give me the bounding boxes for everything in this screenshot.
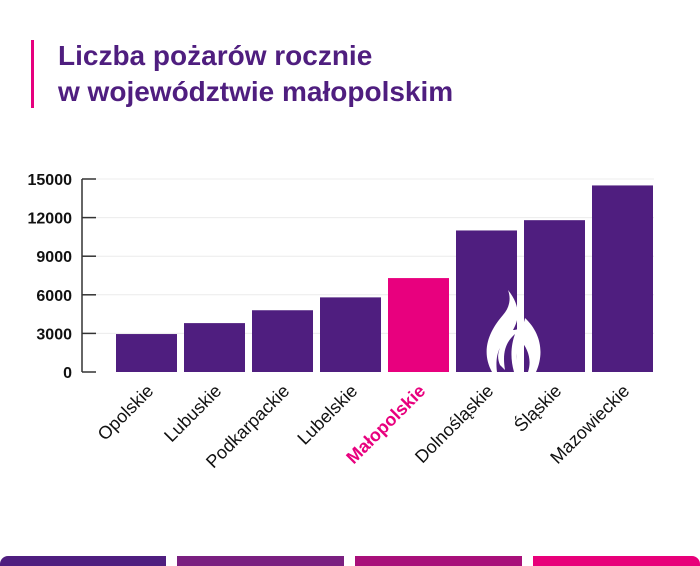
- bar-lubuskie: [184, 323, 245, 372]
- x-tick-label: Opolskie: [94, 381, 158, 445]
- y-tick-label: 15000: [28, 172, 73, 189]
- bar-mazowieckie: [592, 185, 653, 372]
- x-tick-label: Lubelskie: [293, 381, 361, 449]
- footer-stripe-3: [355, 556, 522, 566]
- bar-dolnośląskie: [456, 230, 517, 372]
- title-line-1: Liczba pożarów rocznie: [58, 40, 373, 71]
- chart-title: Liczba pożarów rocznie w województwie ma…: [58, 38, 453, 110]
- flame-icon: [486, 290, 541, 372]
- y-tick-label: 3000: [36, 326, 72, 343]
- footer-stripe-1: [0, 556, 166, 566]
- x-tick-label: Śląskie: [509, 380, 565, 436]
- footer-stripe-4: [533, 556, 700, 566]
- y-tick-label: 0: [63, 365, 72, 382]
- bar-małopolskie: [388, 278, 449, 372]
- title-line-2: w województwie małopolskim: [58, 76, 454, 107]
- bar-lubelskie: [320, 297, 381, 372]
- bar-opolskie: [116, 334, 177, 372]
- y-tick-label: 9000: [36, 249, 72, 266]
- bar-podkarpackie: [252, 310, 313, 372]
- footer-stripe-2: [177, 556, 344, 566]
- title-accent-bar: [31, 40, 34, 108]
- x-tick-label: Lubuskie: [160, 381, 225, 446]
- y-tick-label: 6000: [36, 288, 72, 305]
- y-tick-label: 12000: [28, 211, 73, 228]
